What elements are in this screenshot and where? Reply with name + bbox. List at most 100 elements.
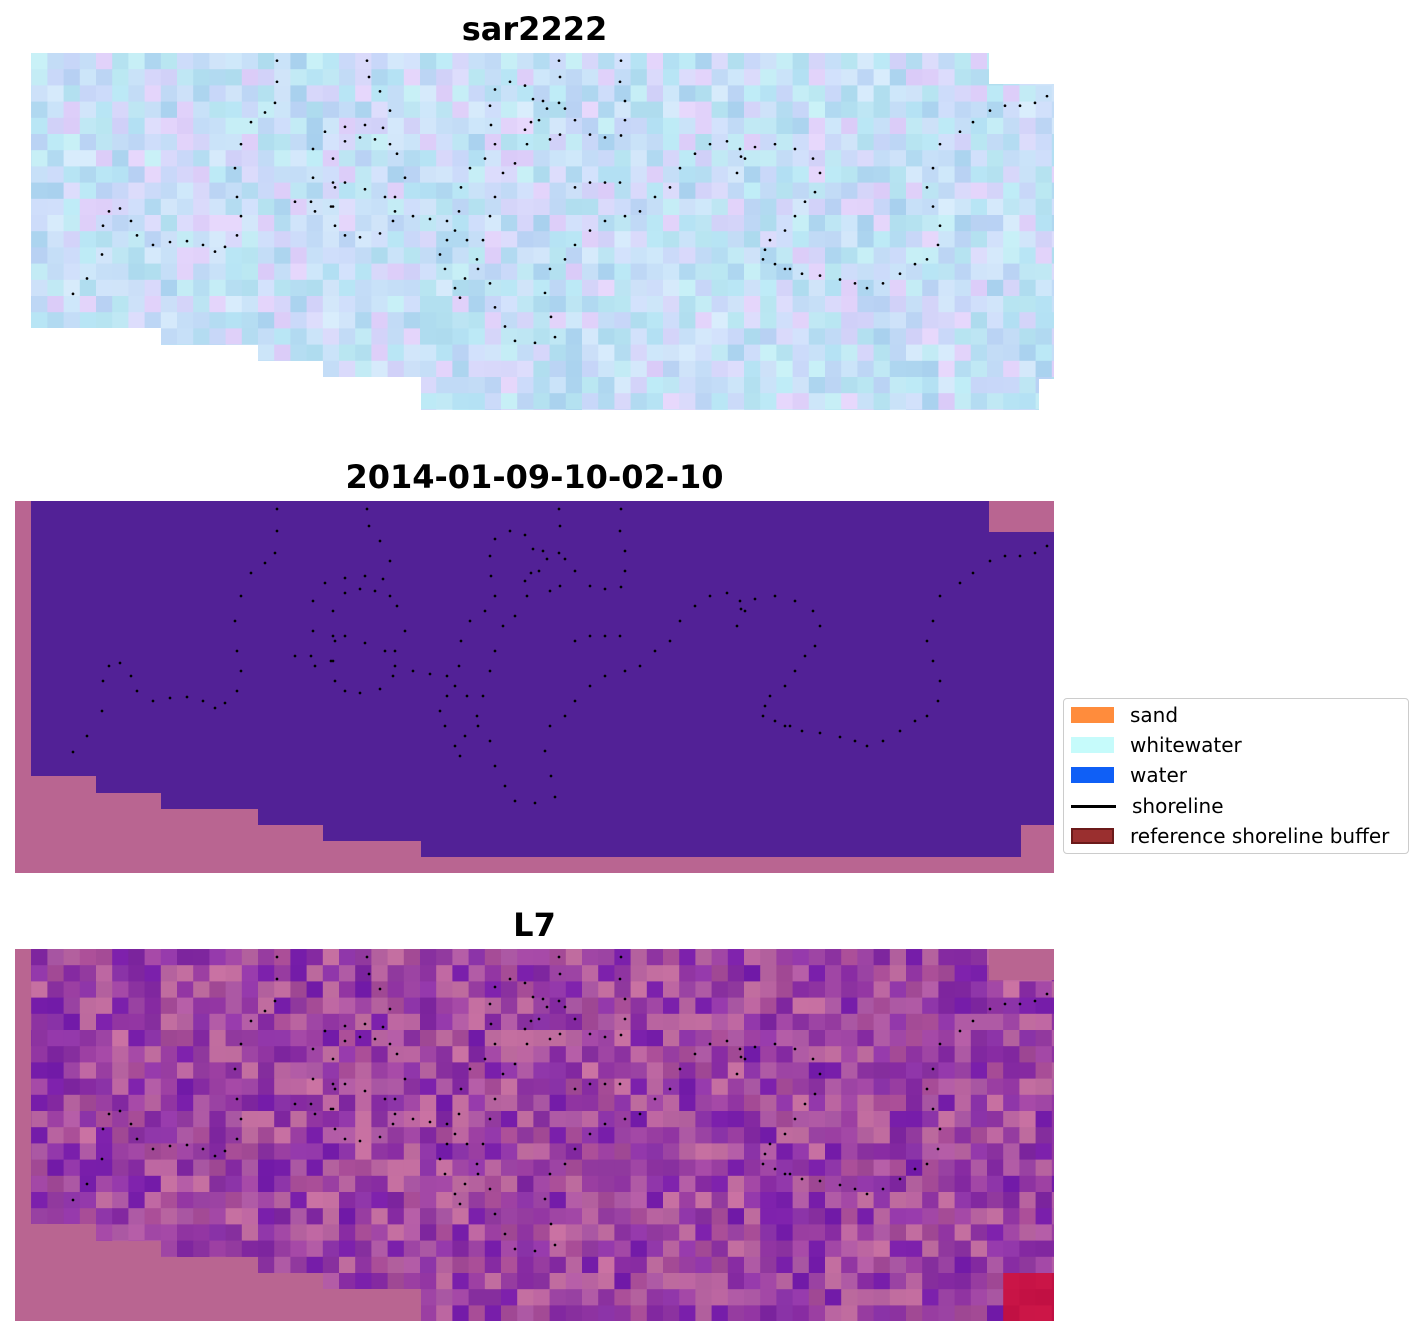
shoreline-point [457,1112,461,1116]
shoreline-point [223,1149,227,1153]
shoreline-point [913,262,917,266]
shoreline-point [925,714,929,718]
shoreline-point [453,229,457,232]
shoreline-point [459,639,463,643]
shoreline-point [958,130,962,134]
shoreline-point [273,551,277,555]
shoreline-point [563,1005,567,1009]
shoreline-point [768,238,772,242]
shoreline-point [738,1047,742,1051]
shoreline-point [541,99,545,103]
shoreline-point [493,764,497,768]
shoreline-point [428,1120,432,1124]
shoreline-point [603,674,607,678]
shoreline-point [531,995,535,999]
shoreline-point [818,171,822,175]
shoreline-point [223,701,227,705]
shoreline-point [428,672,432,676]
shoreline-point [213,250,217,254]
shoreline-point [493,305,497,309]
shoreline-point [800,272,804,276]
shoreline-point [233,619,237,623]
shoreline-point [293,1102,297,1106]
shoreline-point [489,574,493,578]
shoreline-point [936,243,940,247]
shoreline-point [557,551,561,555]
shoreline-point [761,257,765,261]
shoreline-point [438,1157,442,1161]
shoreline-point [488,281,492,285]
shoreline-point [618,1082,622,1086]
shoreline-point [588,1082,592,1086]
shoreline-point [523,533,527,537]
shoreline-point [343,1137,347,1141]
shoreline-point [373,589,377,593]
shoreline-point [553,335,557,339]
shoreline-point [619,507,623,511]
shoreline-point [537,569,541,573]
shoreline-point [481,238,485,242]
shoreline-point [443,267,447,271]
shoreline-point [573,569,577,573]
shoreline-point [503,325,507,328]
shoreline-point [468,166,472,170]
shoreline-point [548,138,552,141]
shoreline-point [1003,104,1007,108]
shoreline-point [118,207,122,210]
shoreline-point [693,604,697,608]
shoreline-point [100,253,104,256]
shoreline-point [529,120,533,124]
shoreline-point [588,1032,592,1036]
shoreline-point [563,557,567,561]
shoreline-point [391,674,395,678]
legend-label-sand: sand [1130,703,1179,727]
shoreline-point [365,955,369,959]
shoreline-point [708,1042,712,1046]
shoreline-point [468,619,472,623]
shoreline-point [619,134,623,137]
shoreline-point [403,1077,407,1081]
shoreline-point [483,157,487,160]
shoreline-point [71,1198,75,1202]
shoreline-point [1045,544,1049,548]
shoreline-point [898,272,902,276]
shoreline-point [1033,999,1037,1003]
shoreline-point [343,181,347,184]
shoreline-point [513,162,517,165]
shoreline-point [358,235,362,239]
shoreline-point [135,689,139,693]
shoreline-point [331,1057,335,1061]
shoreline-point [459,186,463,189]
legend-label-whitewater: whitewater [1130,733,1242,757]
shoreline-point [543,1197,547,1201]
shoreline-point [395,152,399,156]
shoreline-point [813,1092,817,1096]
shoreline-point [367,972,371,976]
shoreline-point [898,729,902,733]
shoreline-point [391,1122,395,1126]
shoreline-point [151,699,155,703]
shoreline-point [101,679,105,683]
shoreline-point [1018,554,1022,558]
shoreline-point [363,574,367,578]
shoreline-point [588,684,592,688]
shoreline-point [603,634,607,638]
shoreline-point [743,157,747,160]
shoreline-point [925,1087,929,1091]
shoreline-point [493,537,497,541]
shoreline-point [313,209,317,213]
shoreline-point [488,669,492,673]
shoreline-point [971,571,975,575]
shoreline-point [678,1067,682,1071]
shoreline-point [753,145,757,149]
water-swatch [1071,767,1114,783]
shoreline-point [333,186,337,189]
shoreline-point [388,1042,392,1046]
shoreline-point [938,1127,942,1131]
shoreline-point [249,120,253,124]
shoreline-point [501,171,505,175]
shoreline-point [476,1172,480,1176]
shoreline-point [553,795,557,799]
shoreline-point [391,219,395,223]
shoreline-point [548,724,552,728]
